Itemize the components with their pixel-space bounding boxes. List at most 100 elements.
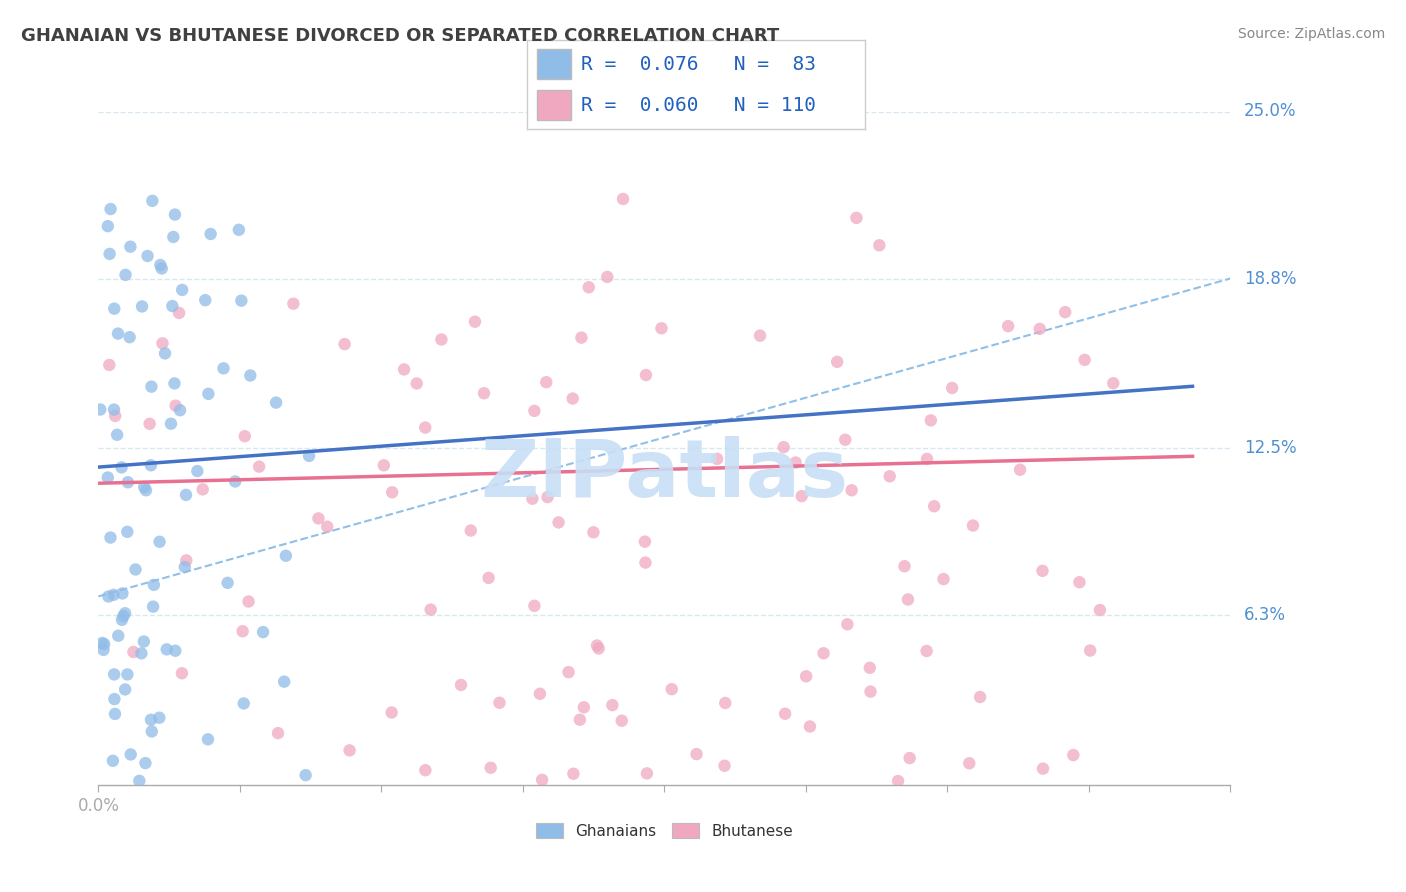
Point: [845, 211, 868, 225]
Point: [430, 333, 453, 347]
Point: [879, 469, 901, 483]
Point: [136, 249, 159, 263]
Point: [238, 594, 260, 608]
Point: [134, 756, 156, 770]
Point: [103, 301, 125, 316]
Point: [128, 773, 150, 788]
Point: [749, 328, 772, 343]
Point: [588, 641, 610, 656]
Point: [713, 758, 735, 772]
Point: [450, 678, 472, 692]
Point: [93, 637, 115, 651]
Point: [841, 483, 863, 498]
Point: [997, 319, 1019, 334]
Point: [479, 761, 502, 775]
Point: [165, 644, 187, 658]
Point: [714, 696, 737, 710]
Point: [141, 379, 163, 393]
Point: [898, 751, 921, 765]
Point: [97, 590, 120, 604]
Point: [153, 346, 176, 360]
Point: [932, 572, 955, 586]
Point: [460, 524, 482, 538]
Point: [612, 192, 634, 206]
Point: [1032, 762, 1054, 776]
Point: [103, 588, 125, 602]
Point: [283, 296, 305, 310]
Point: [488, 696, 510, 710]
Point: [561, 392, 583, 406]
Point: [582, 525, 605, 540]
Point: [523, 599, 546, 613]
Point: [114, 268, 136, 282]
Point: [239, 368, 262, 383]
Point: [191, 483, 214, 497]
Point: [596, 269, 619, 284]
Point: [124, 562, 146, 576]
Point: [103, 692, 125, 706]
Point: [920, 413, 942, 427]
Point: [107, 326, 129, 341]
Point: [610, 714, 633, 728]
Point: [139, 458, 162, 473]
Point: [118, 330, 141, 344]
Point: [160, 417, 183, 431]
Point: [273, 674, 295, 689]
Point: [957, 756, 980, 771]
Point: [859, 684, 882, 698]
Point: [197, 387, 219, 401]
Point: [131, 646, 153, 660]
Point: [381, 485, 404, 500]
Point: [142, 599, 165, 614]
Point: [264, 395, 287, 409]
Point: [578, 280, 600, 294]
Point: [962, 518, 984, 533]
Point: [148, 534, 170, 549]
Point: [97, 219, 120, 234]
Legend: Ghanaians, Bhutanese: Ghanaians, Bhutanese: [530, 816, 799, 845]
Point: [529, 687, 551, 701]
Point: [167, 306, 190, 320]
Point: [141, 724, 163, 739]
Point: [100, 202, 122, 216]
Point: [232, 697, 254, 711]
Point: [174, 488, 197, 502]
Point: [217, 575, 239, 590]
Point: [413, 420, 436, 434]
Point: [149, 258, 172, 272]
Point: [89, 402, 111, 417]
Point: [1078, 643, 1101, 657]
Text: ZIPatlas: ZIPatlas: [481, 436, 848, 514]
Point: [131, 300, 153, 314]
Point: [307, 511, 329, 525]
Point: [148, 711, 170, 725]
Point: [333, 337, 356, 351]
Point: [837, 617, 859, 632]
Point: [602, 698, 624, 712]
Point: [98, 247, 121, 261]
Point: [794, 669, 817, 683]
Point: [897, 592, 920, 607]
Point: [1031, 564, 1053, 578]
Point: [98, 358, 121, 372]
Point: [142, 578, 165, 592]
Point: [111, 586, 134, 600]
Point: [522, 491, 544, 506]
Point: [773, 706, 796, 721]
Point: [91, 636, 114, 650]
Point: [224, 475, 246, 489]
Point: [200, 227, 222, 241]
Point: [562, 766, 585, 780]
Point: [294, 768, 316, 782]
Text: 6.3%: 6.3%: [1244, 607, 1286, 624]
Text: 12.5%: 12.5%: [1244, 439, 1296, 458]
Point: [373, 458, 395, 473]
Point: [107, 629, 129, 643]
Point: [173, 560, 195, 574]
Point: [915, 452, 938, 467]
Point: [316, 519, 339, 533]
Point: [813, 646, 835, 660]
Point: [1088, 603, 1111, 617]
Point: [252, 625, 274, 640]
Point: [170, 666, 193, 681]
